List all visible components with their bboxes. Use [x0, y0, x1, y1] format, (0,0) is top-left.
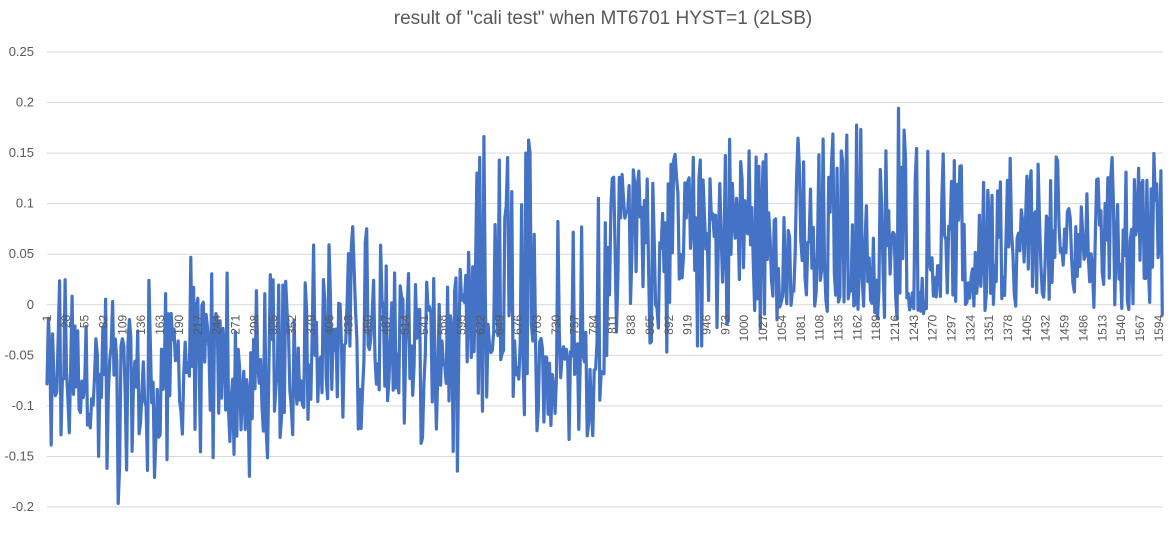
y-tick-label: -0.1 [12, 398, 34, 413]
x-tick-label: 406 [323, 315, 337, 335]
x-tick-label: 649 [492, 315, 506, 335]
x-tick-label: 325 [266, 314, 280, 334]
x-tick-label: 433 [341, 314, 355, 334]
x-tick-label: 595 [455, 315, 469, 335]
x-tick-label: 757 [568, 314, 582, 334]
y-tick-label: 0.05 [9, 246, 34, 261]
chart-title: result of "cali test" when MT6701 HYST=1… [394, 8, 812, 29]
x-tick-label: 1135 [831, 315, 845, 341]
x-tick-label: 1486 [1076, 314, 1090, 341]
x-tick-label: 163 [153, 315, 167, 335]
x-tick-label: 55 [78, 314, 92, 328]
x-tick-label: 703 [530, 315, 544, 335]
x-tick-label: 298 [247, 314, 261, 334]
x-tick-label: 1 [40, 314, 54, 321]
x-tick-label: 487 [379, 314, 393, 334]
y-axis-tick-labels: -0.2 -0.15 -0.1 -0.05 0 0.05 0.1 0.15 0.2 0.25 [4, 44, 34, 514]
y-tick-label: -0.2 [12, 499, 34, 514]
y-tick-label: -0.05 [4, 347, 34, 362]
x-tick-label: 1540 [1114, 314, 1128, 341]
series-layer [45, 106, 1164, 505]
x-tick-label: 514 [398, 314, 412, 334]
series-line [45, 106, 1164, 505]
x-tick-label: 1027 [756, 314, 770, 341]
x-tick-label: 1567 [1133, 315, 1147, 342]
x-tick-label: 1594 [1152, 314, 1166, 341]
x-tick-label: 730 [549, 314, 563, 334]
x-tick-label: 1432 [1039, 314, 1053, 341]
x-tick-label: 973 [718, 314, 732, 334]
x-tick-label: 622 [473, 314, 487, 334]
x-tick-label: 568 [436, 314, 450, 334]
x-tick-label: 82 [96, 314, 110, 328]
x-axis-tick-labels: 1 28 55 82 109 136 163 190 217 244 271 298 325 352 379… [40, 314, 1166, 341]
x-tick-label: 1459 [1058, 314, 1072, 341]
x-tick-label: 379 [304, 314, 318, 334]
x-tick-label: 541 [417, 314, 431, 334]
x-tick-label: 28 [59, 314, 73, 328]
x-tick-label: 1108 [813, 314, 827, 340]
x-tick-label: 217 [191, 315, 205, 335]
x-tick-label: 1270 [926, 315, 940, 342]
x-tick-label: 838 [624, 315, 638, 335]
y-tick-label: 0.15 [9, 145, 34, 160]
x-tick-label: 1054 [775, 314, 789, 341]
x-tick-label: 460 [360, 315, 374, 335]
y-tick-label: 0 [27, 297, 34, 312]
x-tick-label: 784 [586, 314, 600, 334]
x-tick-label: 1405 [1020, 314, 1034, 341]
x-tick-label: 1081 [794, 315, 808, 342]
x-tick-label: 352 [285, 315, 299, 335]
x-tick-label: 109 [115, 315, 129, 335]
x-tick-label: 919 [681, 314, 695, 334]
x-tick-label: 1513 [1095, 315, 1109, 342]
x-tick-label: 1189 [869, 314, 883, 340]
x-tick-label: 865 [643, 314, 657, 334]
x-tick-label: 271 [228, 314, 242, 334]
x-tick-label: 811 [605, 314, 619, 333]
y-tick-label: 0.25 [9, 44, 34, 59]
x-tick-label: 1243 [907, 314, 921, 341]
x-tick-label: 136 [134, 314, 148, 334]
x-tick-label: 1297 [944, 314, 958, 341]
y-tick-label: 0.1 [16, 196, 34, 211]
x-tick-label: 244 [210, 314, 224, 334]
x-tick-label: 1162 [850, 314, 864, 340]
y-tick-label: -0.15 [4, 448, 34, 463]
x-tick-label: 892 [662, 315, 676, 335]
x-tick-label: 1351 [982, 314, 996, 341]
x-tick-label: 190 [172, 314, 186, 334]
x-tick-label: 1378 [1001, 315, 1015, 342]
x-tick-label: 946 [699, 314, 713, 334]
x-tick-label: 1000 [737, 314, 751, 341]
y-tick-label: 0.2 [16, 95, 34, 110]
x-tick-label: 1216 [888, 314, 902, 341]
x-tick-label: 1324 [963, 315, 977, 342]
x-tick-label: 676 [511, 314, 525, 334]
